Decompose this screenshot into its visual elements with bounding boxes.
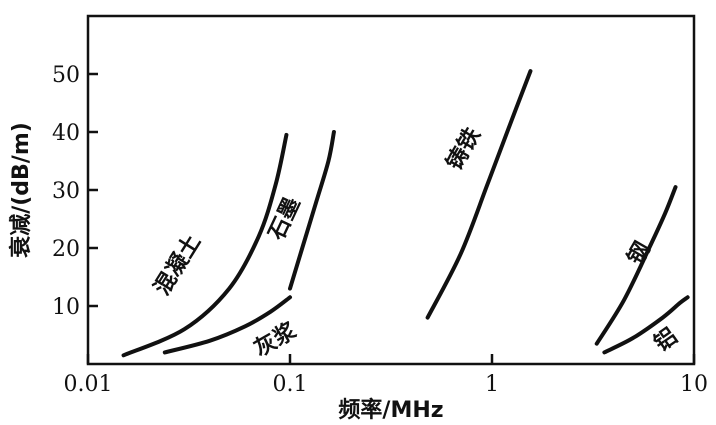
- x-tick-label: 1: [485, 372, 499, 397]
- series-curves: [121, 69, 690, 358]
- series-label: 混凝土: [149, 230, 206, 300]
- series-label: 铝: [649, 323, 682, 357]
- y-tick-label: 10: [52, 295, 80, 320]
- y-axis-ticks: 10 20 30 40 50: [52, 63, 98, 320]
- x-tick-label: 0.01: [64, 372, 113, 397]
- y-tick-label: 50: [52, 63, 80, 88]
- x-tick-label: 10: [680, 372, 708, 397]
- series-line: [594, 185, 678, 346]
- y-tick-label: 40: [52, 121, 80, 146]
- series-line: [288, 130, 336, 291]
- series-label: 灰浆: [250, 317, 302, 362]
- x-tick-label: 0.1: [273, 372, 308, 397]
- plot-frame: [86, 14, 696, 366]
- y-axis-title: 衰减/(dB/m): [8, 122, 34, 259]
- series-line: [162, 295, 292, 355]
- y-tick-label: 30: [52, 179, 80, 204]
- series-label: 铸铁: [441, 123, 486, 174]
- series-line: [602, 295, 690, 355]
- series-line: [425, 69, 533, 320]
- x-axis-title: 频率/MHz: [338, 397, 443, 423]
- y-tick-label: 20: [52, 237, 80, 262]
- series-line: [121, 132, 289, 358]
- x-axis-ticks: 0.01 0.1 1 10: [64, 354, 708, 397]
